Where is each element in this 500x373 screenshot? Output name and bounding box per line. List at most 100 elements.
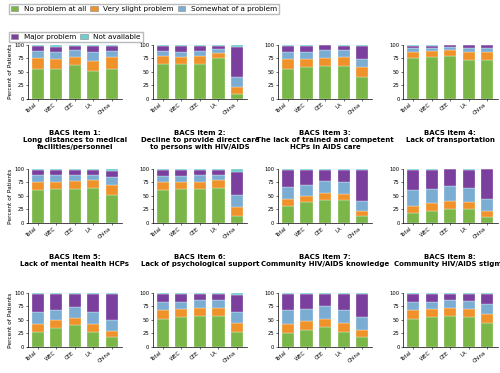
Bar <box>157 310 169 319</box>
Bar <box>194 301 206 308</box>
Bar <box>106 337 118 347</box>
Bar <box>356 169 368 170</box>
Bar <box>194 175 206 182</box>
Bar <box>194 293 206 294</box>
Y-axis label: Percent of Patients: Percent of Patients <box>8 292 13 348</box>
Bar <box>32 58 44 69</box>
Bar <box>194 51 206 56</box>
Bar <box>176 176 188 182</box>
Bar <box>212 46 224 49</box>
Bar <box>106 195 118 223</box>
Bar <box>300 309 312 321</box>
Bar <box>157 293 169 294</box>
Bar <box>300 170 312 185</box>
Bar <box>426 45 438 46</box>
Bar <box>300 68 312 99</box>
Bar <box>176 294 188 302</box>
Bar <box>50 45 62 47</box>
Bar <box>444 50 456 56</box>
Bar <box>231 216 243 223</box>
Bar <box>212 308 224 316</box>
Bar <box>50 189 62 223</box>
Bar <box>157 64 169 99</box>
Bar <box>407 310 419 319</box>
Bar <box>356 330 368 337</box>
Bar <box>231 169 243 172</box>
Text: BACS item 8:
Community HIV/AIDS stigma: BACS item 8: Community HIV/AIDS stigma <box>394 254 500 267</box>
Bar <box>176 52 188 57</box>
Bar <box>407 191 419 206</box>
Bar <box>426 317 438 347</box>
Bar <box>338 182 349 194</box>
Bar <box>157 170 169 176</box>
Bar <box>338 323 349 332</box>
Bar <box>444 316 456 347</box>
Text: BACS item 5:
Lack of mental health HCPs: BACS item 5: Lack of mental health HCPs <box>20 254 130 267</box>
Bar <box>69 294 81 307</box>
Bar <box>231 195 243 207</box>
Legend: Major problem, Not available: Major problem, Not available <box>8 32 143 42</box>
Bar <box>157 294 169 302</box>
Bar <box>88 188 100 223</box>
Bar <box>194 308 206 316</box>
Bar <box>444 169 456 186</box>
Y-axis label: Percent of Patients: Percent of Patients <box>8 168 13 223</box>
Bar <box>50 169 62 170</box>
Bar <box>338 194 349 200</box>
Text: BACS item 6:
Lack of psychological support: BACS item 6: Lack of psychological suppo… <box>140 254 259 267</box>
Bar <box>462 317 474 347</box>
Bar <box>157 51 169 56</box>
Bar <box>176 317 188 347</box>
Bar <box>212 301 224 308</box>
Bar <box>50 293 62 294</box>
Bar <box>212 293 224 294</box>
Bar <box>356 45 368 46</box>
Bar <box>356 201 368 211</box>
Bar <box>106 46 118 51</box>
Bar <box>356 59 368 68</box>
Bar <box>106 320 118 331</box>
Bar <box>319 181 331 192</box>
Bar <box>157 45 169 46</box>
Bar <box>69 57 81 65</box>
Bar <box>444 201 456 209</box>
Bar <box>231 312 243 323</box>
Bar <box>194 56 206 64</box>
Bar <box>176 302 188 309</box>
Bar <box>356 293 368 294</box>
Bar <box>282 59 294 69</box>
Bar <box>212 49 224 53</box>
Bar <box>282 169 294 170</box>
Bar <box>88 70 100 99</box>
Bar <box>32 312 44 324</box>
Bar <box>69 181 81 189</box>
Bar <box>444 56 456 99</box>
Bar <box>338 294 349 310</box>
Bar <box>426 170 438 189</box>
Bar <box>462 52 474 60</box>
Bar <box>462 209 474 223</box>
Bar <box>319 45 331 50</box>
Bar <box>407 170 419 191</box>
Bar <box>32 324 44 332</box>
Bar <box>176 64 188 99</box>
Bar <box>32 191 44 223</box>
Bar <box>88 45 100 46</box>
Bar <box>319 293 331 294</box>
Bar <box>356 317 368 330</box>
Bar <box>338 46 349 50</box>
Bar <box>231 45 243 47</box>
Bar <box>194 182 206 189</box>
Text: BACS item 4:
Lack of transportation: BACS item 4: Lack of transportation <box>406 130 494 143</box>
Bar <box>300 321 312 330</box>
Text: BACS item 2:
Decline to provide direct care
to persons with HIV/AIDS: BACS item 2: Decline to provide direct c… <box>140 130 259 150</box>
Bar <box>194 46 206 51</box>
Bar <box>444 209 456 223</box>
Bar <box>319 169 331 170</box>
Bar <box>231 323 243 332</box>
Bar <box>50 294 62 310</box>
Bar <box>356 294 368 317</box>
Bar <box>338 310 349 323</box>
Bar <box>176 189 188 223</box>
Bar <box>176 46 188 52</box>
